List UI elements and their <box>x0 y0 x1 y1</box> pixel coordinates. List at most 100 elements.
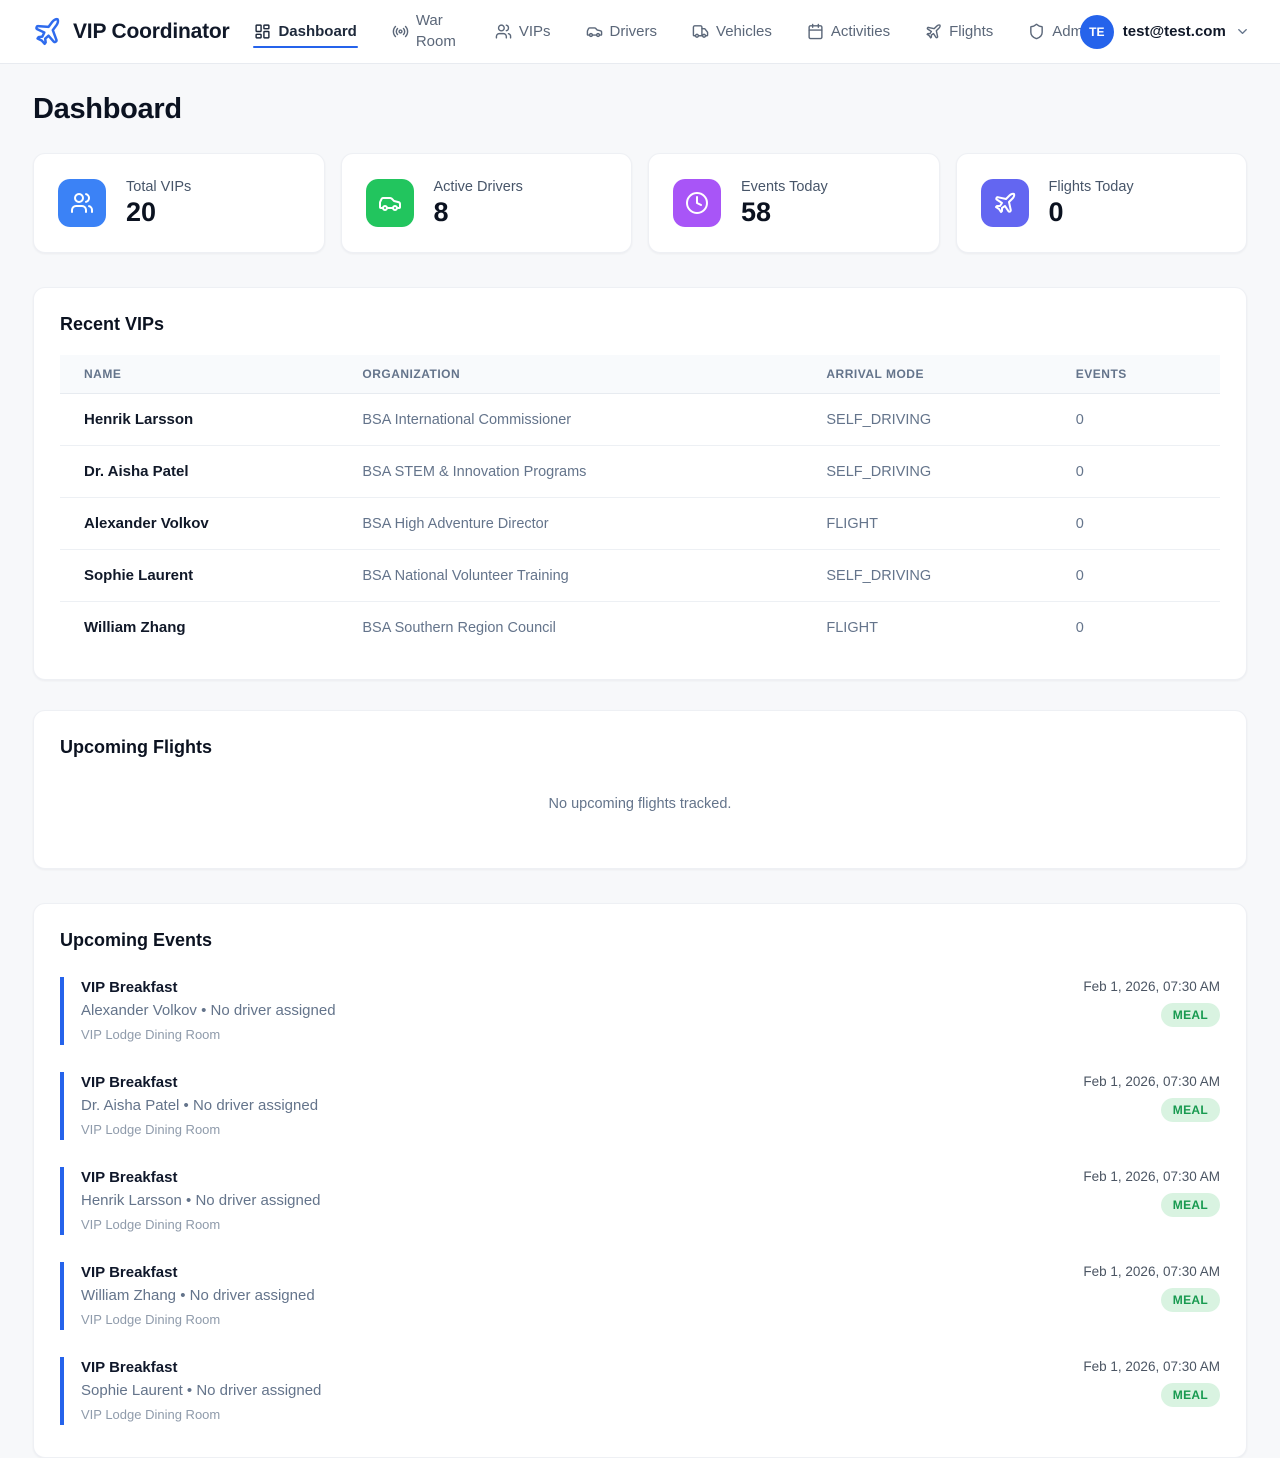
stat-label: Flights Today <box>1048 178 1134 195</box>
event-subtitle: Henrik Larsson • No driver assigned <box>81 1192 321 1209</box>
vip-arrival-mode: SELF_DRIVING <box>802 549 1052 602</box>
stat-label: Active Drivers <box>433 178 523 195</box>
users-icon <box>495 23 512 40</box>
event-location: VIP Lodge Dining Room <box>81 1312 221 1327</box>
table-row[interactable]: William Zhang BSA Southern Region Counci… <box>60 602 1220 654</box>
recent-vips-table: Name Organization Arrival Mode Events He… <box>60 355 1220 653</box>
table-row[interactable]: Dr. Aisha Patel BSA STEM & Innovation Pr… <box>60 445 1220 498</box>
empty-state-message: No upcoming flights tracked. <box>548 796 732 812</box>
vip-arrival-mode: FLIGHT <box>826 619 878 636</box>
column-header-organization: Organization <box>338 355 803 394</box>
stat-cards: Total VIPs 20 Active Drivers 8 Events To… <box>33 153 1247 253</box>
vip-events: 0 <box>1051 393 1220 446</box>
nav-label: War Room <box>415 12 456 50</box>
stat-card-total-vips: Total VIPs 20 <box>33 153 325 253</box>
vip-name: Alexander Volkov <box>60 497 339 550</box>
nav-label: Dashboard <box>278 23 357 40</box>
car-icon <box>365 179 414 227</box>
calendar-icon <box>807 23 824 40</box>
event-datetime: Feb 1, 2026, 07:30 AM <box>1083 1169 1220 1184</box>
vip-organization: BSA International Commissioner <box>338 393 803 446</box>
stat-value: 58 <box>741 196 772 227</box>
column-header-arrival-mode: Arrival Mode <box>802 355 1052 394</box>
event-location: VIP Lodge Dining Room <box>81 1217 221 1232</box>
user-menu[interactable]: TE test@test.com <box>1079 14 1250 49</box>
stat-value: 0 <box>1048 196 1064 227</box>
nav-label: Activities <box>830 23 891 40</box>
table-row[interactable]: Henrik Larsson BSA International Commiss… <box>60 393 1220 446</box>
table-header-row: Name Organization Arrival Mode Events <box>60 355 1220 394</box>
section-title: Upcoming Flights <box>60 737 212 757</box>
event-subtitle: Alexander Volkov • No driver assigned <box>81 1002 336 1019</box>
nav-item-flights[interactable]: Flights <box>924 13 994 50</box>
vip-events: 0 <box>1051 445 1220 498</box>
vip-events: 0 <box>1051 549 1220 602</box>
event-title: VIP Breakfast <box>81 1074 178 1091</box>
app-header: VIP Coordinator Dashboard War Room VIPs … <box>0 0 1280 64</box>
event-type-badge: MEAL <box>1160 1383 1220 1407</box>
event-title: VIP Breakfast <box>81 979 178 996</box>
stat-label: Total VIPs <box>126 178 192 195</box>
upcoming-events-card: Upcoming Events VIP Breakfast Alexander … <box>33 903 1247 1458</box>
event-title: VIP Breakfast <box>81 1264 178 1281</box>
nav-item-dashboard[interactable]: Dashboard <box>253 13 359 50</box>
event-list-item[interactable]: VIP Breakfast William Zhang • No driver … <box>60 1262 1220 1330</box>
chevron-down-icon[interactable] <box>1235 24 1250 39</box>
avatar[interactable]: TE <box>1079 14 1114 49</box>
event-title: VIP Breakfast <box>81 1169 178 1186</box>
nav-item-war-room[interactable]: War Room <box>391 1 461 62</box>
table-row[interactable]: Sophie Laurent BSA National Volunteer Tr… <box>60 549 1220 602</box>
vip-organization: BSA Southern Region Council <box>362 619 556 636</box>
section-title: Recent VIPs <box>60 314 165 334</box>
upcoming-flights-card: Upcoming Flights No upcoming flights tra… <box>33 710 1247 869</box>
vip-arrival-mode: SELF_DRIVING <box>802 393 1052 446</box>
stat-label: Events Today <box>741 178 828 195</box>
event-subtitle: Sophie Laurent • No driver assigned <box>81 1382 322 1399</box>
truck-icon <box>692 23 709 40</box>
event-list-item[interactable]: VIP Breakfast Henrik Larsson • No driver… <box>60 1167 1220 1235</box>
page-title: Dashboard <box>33 93 182 125</box>
plane-logo-icon <box>33 17 63 47</box>
car-icon <box>586 23 603 40</box>
event-type-badge: MEAL <box>1160 1193 1220 1217</box>
event-datetime: Feb 1, 2026, 07:30 AM <box>1083 1074 1220 1089</box>
nav-item-vehicles[interactable]: Vehicles <box>691 13 773 50</box>
column-header-events: Events <box>1051 355 1220 394</box>
event-list-item[interactable]: VIP Breakfast Alexander Volkov • No driv… <box>60 977 1220 1045</box>
layout-dashboard-icon <box>254 23 271 40</box>
nav-label: VIPs <box>518 23 551 40</box>
event-title: VIP Breakfast <box>81 1359 178 1376</box>
vip-arrival-mode: FLIGHT <box>802 497 1052 550</box>
nav-item-drivers[interactable]: Drivers <box>585 13 659 50</box>
vip-name: Henrik Larsson <box>60 393 339 446</box>
app-title: VIP Coordinator <box>73 19 230 43</box>
event-datetime: Feb 1, 2026, 07:30 AM <box>1083 1264 1220 1279</box>
event-location: VIP Lodge Dining Room <box>81 1407 221 1422</box>
nav-label: Vehicles <box>716 23 772 40</box>
event-list-item[interactable]: VIP Breakfast Sophie Laurent • No driver… <box>60 1357 1220 1425</box>
stat-value: 20 <box>126 196 157 227</box>
event-datetime: Feb 1, 2026, 07:30 AM <box>1083 979 1220 994</box>
nav-item-vips[interactable]: VIPs <box>494 13 552 50</box>
main-nav: Dashboard War Room VIPs Drivers Vehicles… <box>253 1 1095 62</box>
vip-name: William Zhang <box>84 619 186 636</box>
vip-name: Dr. Aisha Patel <box>60 445 339 498</box>
vip-name: Sophie Laurent <box>60 549 339 602</box>
event-subtitle: William Zhang • No driver assigned <box>81 1287 315 1304</box>
app-logo[interactable]: VIP Coordinator <box>33 17 230 47</box>
recent-vips-card: Recent VIPs Name Organization Arrival Mo… <box>33 287 1247 680</box>
event-type-badge: MEAL <box>1160 1288 1220 1312</box>
vip-organization: BSA STEM & Innovation Programs <box>338 445 803 498</box>
shield-icon <box>1028 23 1045 40</box>
nav-label: Flights <box>949 23 994 40</box>
stat-card-flights-today: Flights Today 0 <box>955 153 1247 253</box>
event-list-item[interactable]: VIP Breakfast Dr. Aisha Patel • No drive… <box>60 1072 1220 1140</box>
event-type-badge: MEAL <box>1160 1003 1220 1027</box>
nav-item-activities[interactable]: Activities <box>806 13 891 50</box>
plane-icon <box>925 23 942 40</box>
table-row[interactable]: Alexander Volkov BSA High Adventure Dire… <box>60 497 1220 550</box>
vip-events: 0 <box>1051 497 1220 550</box>
event-subtitle: Dr. Aisha Patel • No driver assigned <box>81 1097 319 1114</box>
radio-icon <box>392 23 409 40</box>
users-icon <box>58 179 106 227</box>
